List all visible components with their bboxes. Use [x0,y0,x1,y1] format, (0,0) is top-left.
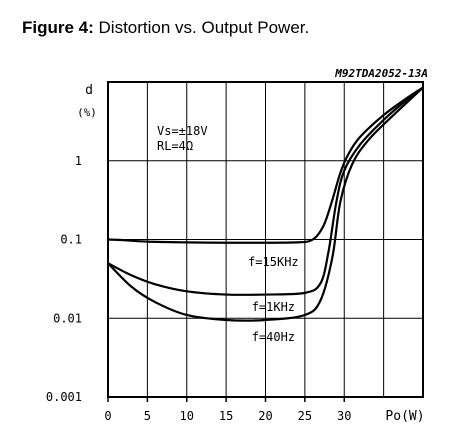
y-axis-label-unit: (%) [77,106,97,119]
x-axis-label: Po(W) [385,409,424,424]
grid [107,82,423,402]
y-tick-label: 0.001 [46,390,82,404]
labels: M92TDA2052-13A d (%) Po(W) Vs=±18V RL=4Ω… [46,67,428,424]
series-line-2 [107,86,424,296]
series-label-3: f=40Hz [252,330,295,344]
series-line-1 [107,86,424,244]
x-tick-label: 30 [337,409,351,423]
condition-load: RL=4Ω [157,139,193,153]
series-line-3 [107,86,424,322]
figure-label: Figure 4: [22,18,94,37]
x-tick-label: 20 [258,409,272,423]
x-tick-label: 15 [219,409,233,423]
series-label-2: f=1KHz [252,300,295,314]
figure-title: Figure 4: Distortion vs. Output Power. [22,18,309,38]
y-tick-label: 0.1 [60,233,82,247]
curves [107,86,424,322]
x-tick-label: 25 [298,409,312,423]
x-tick-label: 10 [180,409,194,423]
condition-supply: Vs=±18V [157,124,208,138]
x-tick-label: 0 [104,409,111,423]
x-tick-label: 5 [144,409,151,423]
y-axis-label-symbol: d [85,83,93,98]
series-label-1: f=15KHz [248,255,299,269]
y-tick-label: 1 [75,154,82,168]
chart-code: M92TDA2052-13A [334,67,428,80]
figure-caption: Distortion vs. Output Power. [98,18,310,37]
y-tick-label: 0.01 [53,311,82,325]
